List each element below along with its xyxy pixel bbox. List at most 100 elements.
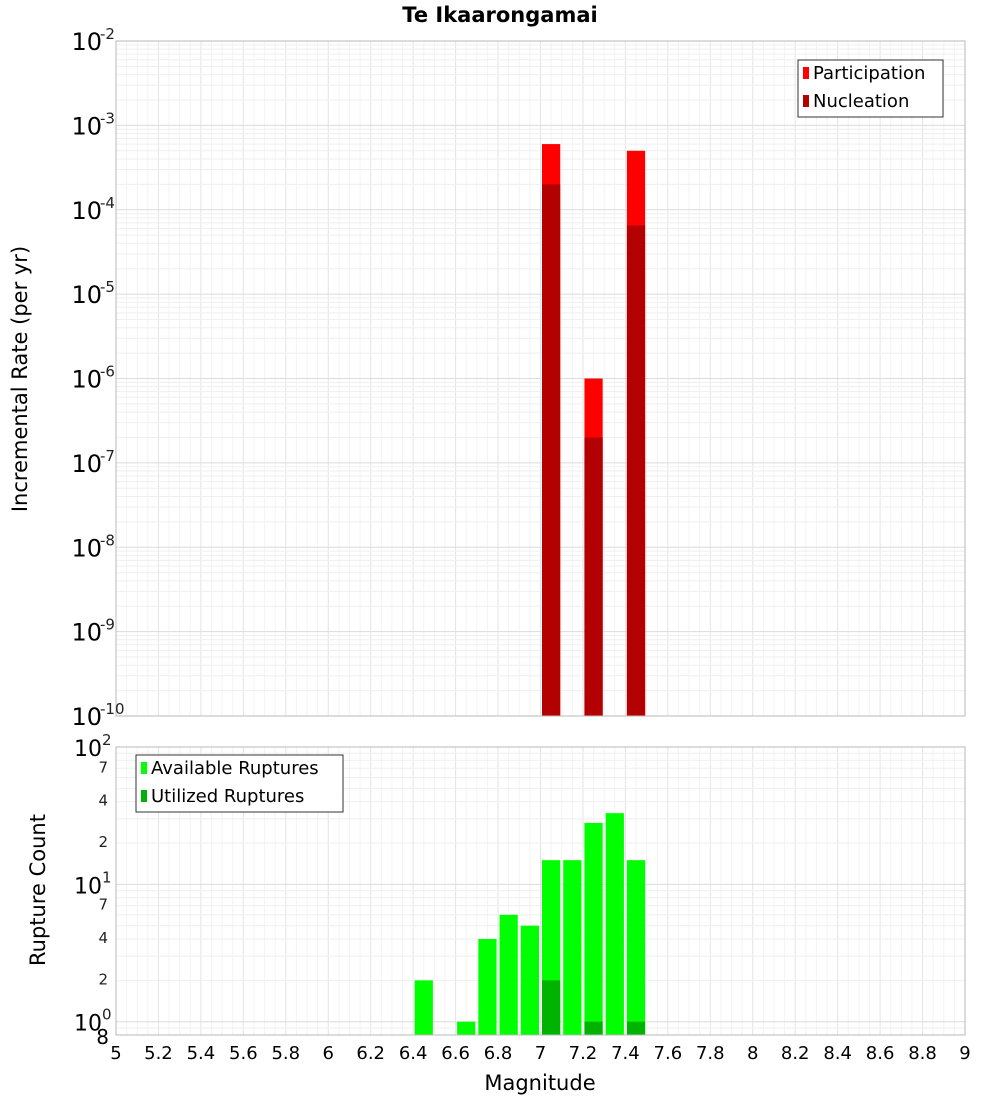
y-tick-base: 10: [71, 28, 102, 56]
count-bar-available: [499, 914, 518, 1035]
count-bar-available: [457, 1021, 476, 1035]
x-tick-label: 9: [959, 1043, 970, 1064]
x-tick-label: 8.6: [866, 1043, 895, 1064]
participation-nucleation-plot: 10-1010-910-810-710-610-510-410-310-2Par…: [71, 25, 966, 731]
y-tick-exponent: -7: [100, 447, 115, 465]
count-bar-available: [584, 822, 603, 1035]
legend-swatch: [141, 762, 147, 774]
x-tick-label: 8: [747, 1043, 758, 1064]
y-tick-base: 8: [96, 1025, 109, 1049]
y-tick-label: 10 1: [74, 868, 112, 899]
y-tick-exponent: -6: [100, 363, 115, 381]
y-tick-label: 10-3: [71, 109, 115, 140]
y-tick-exponent: 0: [102, 1006, 112, 1024]
y-tick-base: 10: [71, 281, 102, 309]
y-tick-base: 10: [71, 703, 102, 731]
plot-frame: [115, 746, 966, 1036]
y-tick-exponent: 2: [102, 731, 112, 749]
y-tick-label: 4: [98, 792, 108, 810]
y-tick-base: 10: [74, 1012, 102, 1037]
y-tick-minor: 7: [98, 896, 108, 914]
count-bar-utilized: [542, 980, 561, 1035]
x-tick-label: 8.8: [908, 1043, 937, 1064]
y-tick-label: 4: [98, 929, 108, 947]
count-bar-utilized: [584, 1021, 603, 1035]
y-tick-minor: 2: [98, 970, 108, 988]
count-bar-available: [605, 813, 624, 1035]
x-tick-label: 6.8: [484, 1043, 513, 1064]
y-tick-minor: 7: [98, 758, 108, 776]
x-tick-label: 8.2: [781, 1043, 810, 1064]
y-tick-exponent: 1: [102, 868, 112, 886]
chart-title: Te Ikaarongamai: [402, 3, 597, 27]
legend-box: [135, 754, 344, 813]
y-tick-base: 10: [71, 619, 102, 647]
y-tick-label: 10-6: [71, 363, 115, 394]
x-axis-label: Magnitude: [484, 1071, 595, 1095]
y-tick-base: 10: [71, 197, 102, 225]
y-tick-base: 10: [71, 534, 102, 562]
y-tick-minor: 4: [98, 929, 108, 947]
y-tick-exponent: -10: [100, 700, 125, 718]
y-tick-base: 10: [71, 366, 102, 394]
legend-label: Available Ruptures: [151, 758, 319, 779]
legend: Available Ruptures Utilized Ruptures: [135, 754, 344, 813]
y-tick-label: 10 0: [74, 1006, 112, 1037]
y-tick-exponent: -4: [100, 194, 115, 212]
x-tick-label: 7.8: [696, 1043, 725, 1064]
y-tick-label: 8: [96, 1025, 109, 1049]
plot-frame: [115, 40, 966, 717]
x-tick-label: 6.4: [399, 1043, 428, 1064]
legend-box: [797, 59, 944, 118]
count-bar-available: [478, 939, 497, 1035]
x-tick-label: 5.4: [187, 1043, 216, 1064]
y-tick-label: 10-2: [71, 25, 115, 56]
legend-label: Nucleation: [813, 91, 909, 112]
bottom-y-axis-label: Rupture Count: [26, 814, 50, 966]
x-tick-label: 6.6: [441, 1043, 470, 1064]
x-tick-label: 6: [323, 1043, 334, 1064]
y-tick-base: 10: [74, 737, 102, 762]
y-tick-label: 10 2: [74, 731, 112, 762]
legend-label: Participation: [813, 63, 925, 84]
top-y-axis-label: Incremental Rate (per yr): [8, 246, 32, 512]
legend-swatch: [803, 95, 809, 107]
y-tick-exponent: -3: [100, 109, 115, 127]
x-tick-label: 7: [535, 1043, 546, 1064]
x-tick-label: 5.6: [229, 1043, 258, 1064]
y-tick-label: 10-4: [71, 194, 115, 225]
y-tick-exponent: -9: [100, 616, 115, 634]
count-bar-available: [414, 980, 433, 1035]
y-tick-label: 10-8: [71, 531, 115, 562]
rate-bar-nucleation: [542, 184, 561, 717]
count-bar-utilized: [626, 1021, 646, 1035]
legend-swatch: [141, 790, 147, 802]
legend-label: Utilized Ruptures: [151, 786, 304, 807]
count-bar-available: [563, 860, 582, 1035]
y-tick-exponent: -5: [100, 278, 115, 296]
y-tick-label: 10-5: [71, 278, 115, 309]
y-tick-label: 7: [98, 758, 108, 776]
x-tick-label: 5.8: [271, 1043, 300, 1064]
legend-swatch: [803, 67, 809, 79]
y-tick-label: 10-7: [71, 447, 115, 478]
count-bar-available: [520, 925, 539, 1035]
y-tick-exponent: -8: [100, 531, 115, 549]
y-tick-label: 10-9: [71, 616, 115, 647]
y-tick-label: 2: [98, 970, 108, 988]
y-tick-base: 10: [71, 112, 102, 140]
y-tick-label: 10-10: [71, 700, 124, 731]
y-tick-exponent: -2: [100, 25, 115, 43]
rate-bar-nucleation: [584, 437, 603, 716]
x-tick-label: 5: [110, 1043, 121, 1064]
x-tick-label: 6.2: [356, 1043, 385, 1064]
x-tick-label: 5.2: [144, 1043, 173, 1064]
rate-bar-nucleation: [626, 225, 646, 716]
y-tick-base: 10: [71, 450, 102, 478]
count-bar-available: [626, 860, 646, 1035]
legend: Participation Nucleation: [797, 59, 944, 118]
y-tick-minor: 4: [98, 792, 108, 810]
y-tick-base: 10: [74, 874, 102, 899]
